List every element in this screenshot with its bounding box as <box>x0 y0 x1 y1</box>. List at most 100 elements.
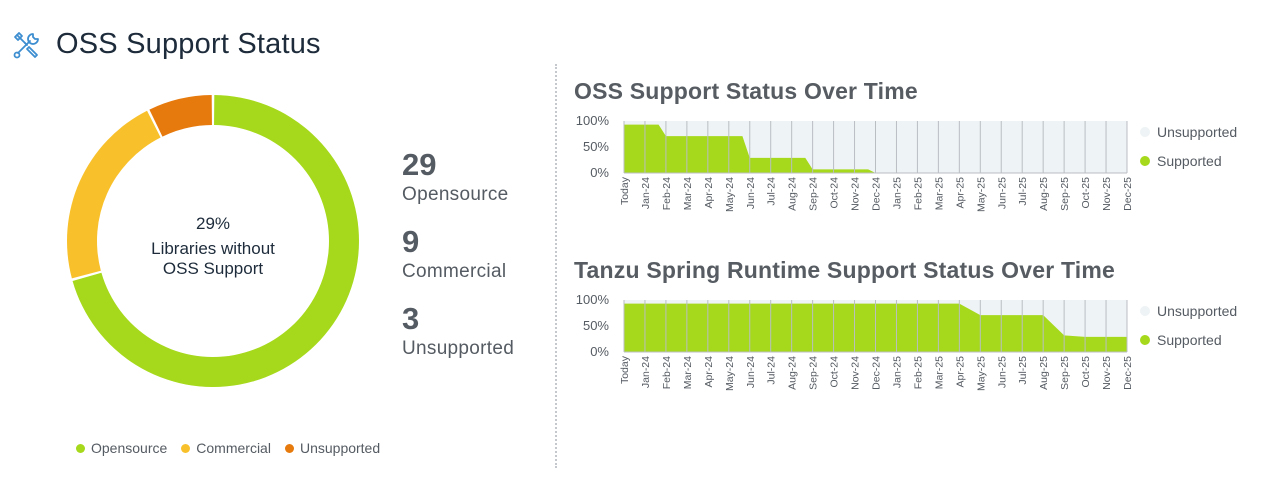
x-tick-label: Dec-25 <box>1122 177 1134 211</box>
donut-center-percent: 29% <box>196 214 230 233</box>
x-tick-label: Sep-24 <box>808 356 820 390</box>
legend-item-unsupported[interactable]: Unsupported <box>284 440 381 456</box>
section-divider <box>555 64 557 468</box>
x-tick-label: May-24 <box>724 177 736 212</box>
legend-item-unsupported[interactable]: Unsupported <box>1140 303 1237 319</box>
x-tick-label: Feb-25 <box>912 356 924 389</box>
donut-center-label-line2: OSS Support <box>163 259 263 278</box>
legend-item-opensource[interactable]: Opensource <box>76 440 167 456</box>
legend-label: Unsupported <box>299 440 381 456</box>
x-tick-label: Aug-25 <box>1038 356 1050 390</box>
x-tick-label: Jul-24 <box>766 356 778 385</box>
oss-chart-legend: Unsupported Supported <box>1140 124 1237 182</box>
x-tick-label: Apr-25 <box>954 177 966 209</box>
x-tick-label: May-24 <box>724 356 736 391</box>
stat-value: 29 <box>402 147 437 182</box>
y-tick-label: 50% <box>583 139 609 154</box>
y-tick-label: 0% <box>590 344 609 359</box>
legend-dot <box>76 443 85 453</box>
legend-dot <box>1140 335 1150 345</box>
stat-commercial: 9 Commercial <box>402 225 514 285</box>
x-tick-label: Jun-24 <box>745 356 757 388</box>
x-tick-label: Oct-25 <box>1080 177 1092 209</box>
y-tick-label: 100% <box>576 292 610 307</box>
tanzu-chart-title: Tanzu Spring Runtime Support Status Over… <box>574 257 1116 283</box>
stat-label: Commercial <box>402 261 507 282</box>
y-tick-label: 0% <box>590 165 609 180</box>
stats-panel: 29 Opensource 9 Commercial 3 Unsupported <box>402 148 514 379</box>
legend-dot <box>1140 156 1150 166</box>
page-header: OSS Support Status <box>12 28 321 61</box>
x-tick-label: Today <box>619 355 631 384</box>
x-tick-label: Aug-24 <box>787 356 799 390</box>
x-tick-label: Mar-25 <box>933 356 945 389</box>
x-tick-label: Feb-25 <box>912 177 924 210</box>
donut-slice-unsupported[interactable] <box>149 95 212 137</box>
x-tick-label: Jan-25 <box>891 177 903 209</box>
x-tick-label: Feb-24 <box>661 356 673 389</box>
donut-slice-commercial[interactable] <box>66 110 161 279</box>
legend-label: Unsupported <box>1157 124 1238 140</box>
y-tick-label: 100% <box>576 113 610 128</box>
x-tick-label: Apr-25 <box>954 356 966 388</box>
x-tick-label: Jul-25 <box>1017 356 1029 385</box>
legend-item-commercial[interactable]: Commercial <box>181 440 271 456</box>
x-tick-label: Nov-24 <box>850 177 862 211</box>
x-tick-label: Feb-24 <box>661 177 673 210</box>
x-tick-label: May-25 <box>975 177 987 212</box>
x-tick-label: Aug-24 <box>787 177 799 211</box>
x-tick-label: Nov-25 <box>1101 356 1113 390</box>
x-tick-label: Jan-25 <box>891 356 903 388</box>
x-tick-label: Jan-24 <box>640 177 652 209</box>
x-tick-label: Sep-24 <box>808 177 820 211</box>
oss-support-area-chart: 100% 50% 0% Today Jan-24 Feb-24 Mar-24 Apr-24 Ma… <box>576 113 1134 212</box>
donut-chart: 29% Libraries without OSS Support <box>66 95 360 387</box>
x-tick-label: Jul-25 <box>1017 177 1029 206</box>
x-tick-label: Mar-24 <box>682 177 694 210</box>
legend-label: Opensource <box>91 440 168 456</box>
y-tick-label: 50% <box>583 318 609 333</box>
x-tick-label: Jan-24 <box>640 356 652 388</box>
page-title: OSS Support Status <box>56 28 321 60</box>
x-tick-label: Jul-24 <box>766 177 778 206</box>
legend-item-unsupported[interactable]: Unsupported <box>1140 124 1237 140</box>
x-tick-label: Aug-25 <box>1038 177 1050 211</box>
legend-label: Unsupported <box>1157 303 1238 319</box>
stat-value: 3 <box>402 301 420 336</box>
x-tick-label: Mar-25 <box>933 177 945 210</box>
legend-item-supported[interactable]: Supported <box>1140 153 1237 169</box>
oss-chart-title: OSS Support Status Over Time <box>574 78 918 104</box>
x-tick-label: Dec-25 <box>1122 356 1134 390</box>
x-tick-label: Jun-25 <box>996 356 1008 388</box>
x-tick-label: Dec-24 <box>871 177 883 211</box>
tanzu-support-area-chart: 100% 50% 0% Today Jan-24 Feb-24 Mar-24 Apr-24 Ma… <box>576 292 1134 391</box>
legend-dot <box>181 443 191 453</box>
x-tick-label: Oct-24 <box>829 177 841 209</box>
x-tick-label: Jun-25 <box>996 177 1008 209</box>
donut-center-label-line1: Libraries without <box>151 239 275 258</box>
x-tick-label: Apr-24 <box>703 356 715 388</box>
legend-dot <box>1140 306 1150 316</box>
legend-label: Supported <box>1157 153 1222 169</box>
legend-label: Commercial <box>196 440 271 456</box>
legend-label: Supported <box>1157 332 1222 348</box>
x-tick-label: Sep-25 <box>1059 177 1071 211</box>
legend-item-supported[interactable]: Supported <box>1140 332 1237 348</box>
x-tick-label: Sep-25 <box>1059 356 1071 390</box>
stat-label: Opensource <box>402 184 509 205</box>
legend-dot <box>284 443 294 453</box>
tanzu-chart-legend: Unsupported Supported <box>1140 303 1237 361</box>
donut-legend: Opensource Commercial Unsupported <box>76 440 380 456</box>
x-tick-label: Nov-24 <box>850 356 862 390</box>
x-tick-label: Today <box>619 176 631 205</box>
x-tick-label: Oct-25 <box>1080 356 1092 388</box>
stat-unsupported: 3 Unsupported <box>402 302 514 362</box>
x-tick-label: Dec-24 <box>871 356 883 390</box>
x-tick-label: Mar-24 <box>682 356 694 389</box>
stat-value: 9 <box>402 224 420 259</box>
x-tick-label: Apr-24 <box>703 177 715 209</box>
stat-label: Unsupported <box>402 338 515 359</box>
x-tick-label: Oct-24 <box>829 356 841 388</box>
x-tick-label: May-25 <box>975 356 987 391</box>
tools-icon <box>13 31 39 58</box>
